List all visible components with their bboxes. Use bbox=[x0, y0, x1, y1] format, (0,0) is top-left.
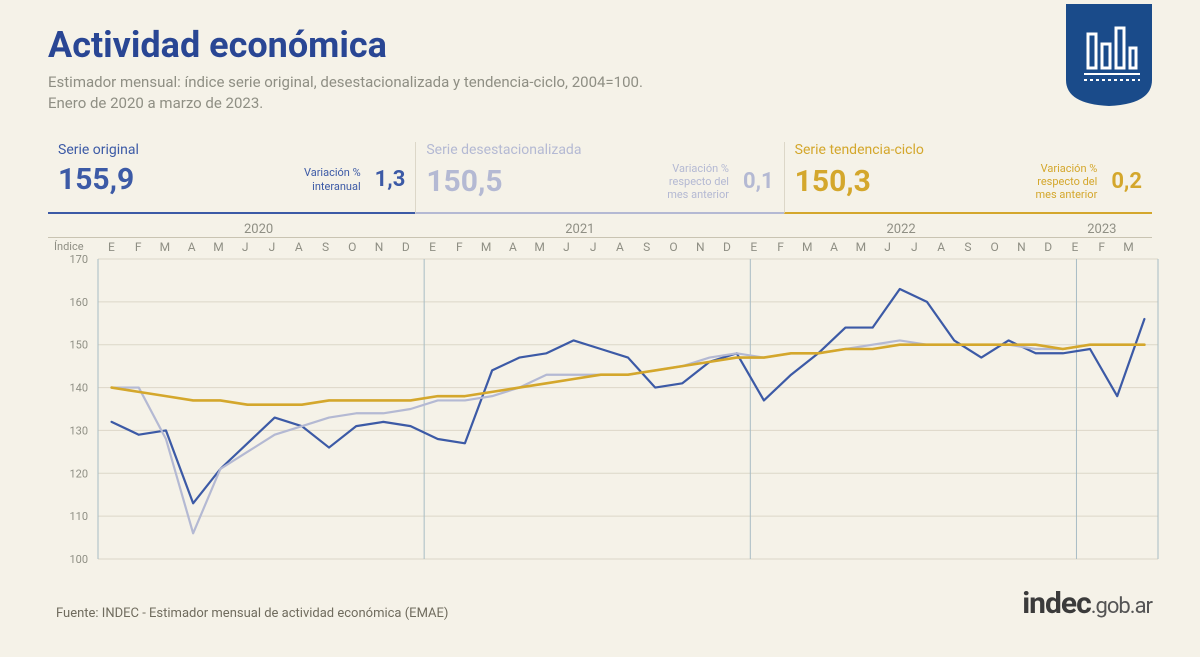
footer: Fuente: INDEC - Estimador mensual de act… bbox=[56, 586, 1152, 621]
indec-logo: indec.gob.ar bbox=[1022, 586, 1152, 621]
stat-tend: Serie tendencia-ciclo 150,3 Variación %res… bbox=[784, 142, 1152, 214]
month-label: A bbox=[285, 238, 312, 254]
page-title: Actividad económica bbox=[48, 24, 1152, 66]
stat-var-label: Variación %respecto delmes anterior bbox=[667, 162, 729, 202]
y-tick: 100 bbox=[69, 553, 88, 564]
y-tick: 170 bbox=[69, 254, 88, 266]
month-label: M bbox=[473, 238, 500, 254]
month-label: A bbox=[821, 238, 848, 254]
month-label: D bbox=[392, 238, 419, 254]
stat-value: 150,5 bbox=[426, 164, 502, 199]
stat-var-label: Variación %interanual bbox=[304, 166, 361, 192]
month-label: D bbox=[1035, 238, 1062, 254]
month-label: A bbox=[499, 238, 526, 254]
month-label: O bbox=[339, 238, 366, 254]
y-tick: 150 bbox=[69, 338, 88, 351]
month-label: M bbox=[152, 238, 179, 254]
month-axis: EFMAMJJASONDEFMAMJJASONDEFMAMJJASONDEFM bbox=[48, 237, 1152, 254]
month-label: E bbox=[740, 238, 767, 254]
month-label: F bbox=[125, 238, 152, 254]
stat-desest: Serie desestacionalizada 150,5 Variación %… bbox=[415, 142, 783, 214]
y-tick: 130 bbox=[69, 424, 88, 437]
stat-var-label: Variación %respecto delmes anterior bbox=[1036, 162, 1098, 202]
stat-value: 155,9 bbox=[58, 162, 134, 197]
month-label: A bbox=[178, 238, 205, 254]
year-label: 2021 bbox=[419, 222, 740, 237]
stats-row: Serie original 155,9 Variación %interanual… bbox=[48, 142, 1152, 214]
stat-value: 150,3 bbox=[795, 164, 871, 199]
year-label: 2023 bbox=[1062, 222, 1142, 237]
y-tick: 110 bbox=[69, 510, 88, 523]
stat-label: Serie tendencia-ciclo bbox=[795, 142, 1142, 158]
month-label: J bbox=[232, 238, 259, 254]
month-label: O bbox=[981, 238, 1008, 254]
figure: Actividad económica Estimador mensual: í… bbox=[0, 0, 1200, 657]
stat-original: Serie original 155,9 Variación %interanual… bbox=[48, 142, 415, 214]
month-label: A bbox=[928, 238, 955, 254]
y-tick: 120 bbox=[69, 467, 88, 480]
chart: 2020202120222023 EFMAMJJASONDEFMAMJJASON… bbox=[48, 222, 1152, 568]
month-label: N bbox=[366, 238, 393, 254]
month-label: M bbox=[526, 238, 553, 254]
month-label: N bbox=[687, 238, 714, 254]
chart-plot: 100 110 120 130 140 150 160 170 bbox=[48, 254, 1168, 564]
month-label: E bbox=[1062, 238, 1089, 254]
subtitle: Estimador mensual: índice serie original… bbox=[48, 72, 1152, 114]
year-label: 2020 bbox=[98, 222, 419, 237]
month-label: D bbox=[714, 238, 741, 254]
month-label: M bbox=[794, 238, 821, 254]
month-label: J bbox=[874, 238, 901, 254]
series-desest bbox=[112, 340, 1145, 533]
month-label: E bbox=[419, 238, 446, 254]
month-label: F bbox=[767, 238, 794, 254]
month-label: S bbox=[312, 238, 339, 254]
stat-var-value: 0,1 bbox=[743, 169, 774, 194]
month-label: M bbox=[205, 238, 232, 254]
month-label: S bbox=[955, 238, 982, 254]
stat-var-value: 0,2 bbox=[1111, 169, 1142, 194]
month-label: J bbox=[901, 238, 928, 254]
month-label: E bbox=[98, 238, 125, 254]
month-label: O bbox=[660, 238, 687, 254]
header: Actividad económica Estimador mensual: í… bbox=[48, 24, 1152, 114]
month-label: S bbox=[633, 238, 660, 254]
source-text: Fuente: INDEC - Estimador mensual de act… bbox=[56, 606, 448, 621]
stat-label: Serie desestacionalizada bbox=[426, 142, 773, 158]
y-axis-label: Índice bbox=[54, 240, 84, 253]
y-tick: 140 bbox=[69, 381, 88, 394]
series-original bbox=[112, 289, 1145, 503]
month-label: M bbox=[847, 238, 874, 254]
badge-icon bbox=[1066, 4, 1152, 106]
month-label: J bbox=[259, 238, 286, 254]
month-label: A bbox=[607, 238, 634, 254]
stat-label: Serie original bbox=[58, 142, 405, 158]
month-label: F bbox=[1088, 238, 1115, 254]
month-label: J bbox=[580, 238, 607, 254]
month-label: M bbox=[1115, 238, 1142, 254]
month-label: J bbox=[553, 238, 580, 254]
year-label: 2022 bbox=[740, 222, 1061, 237]
year-axis: 2020202120222023 bbox=[48, 222, 1152, 237]
month-label: F bbox=[446, 238, 473, 254]
stat-var-value: 1,3 bbox=[375, 167, 406, 192]
y-tick: 160 bbox=[69, 295, 88, 308]
month-label: N bbox=[1008, 238, 1035, 254]
